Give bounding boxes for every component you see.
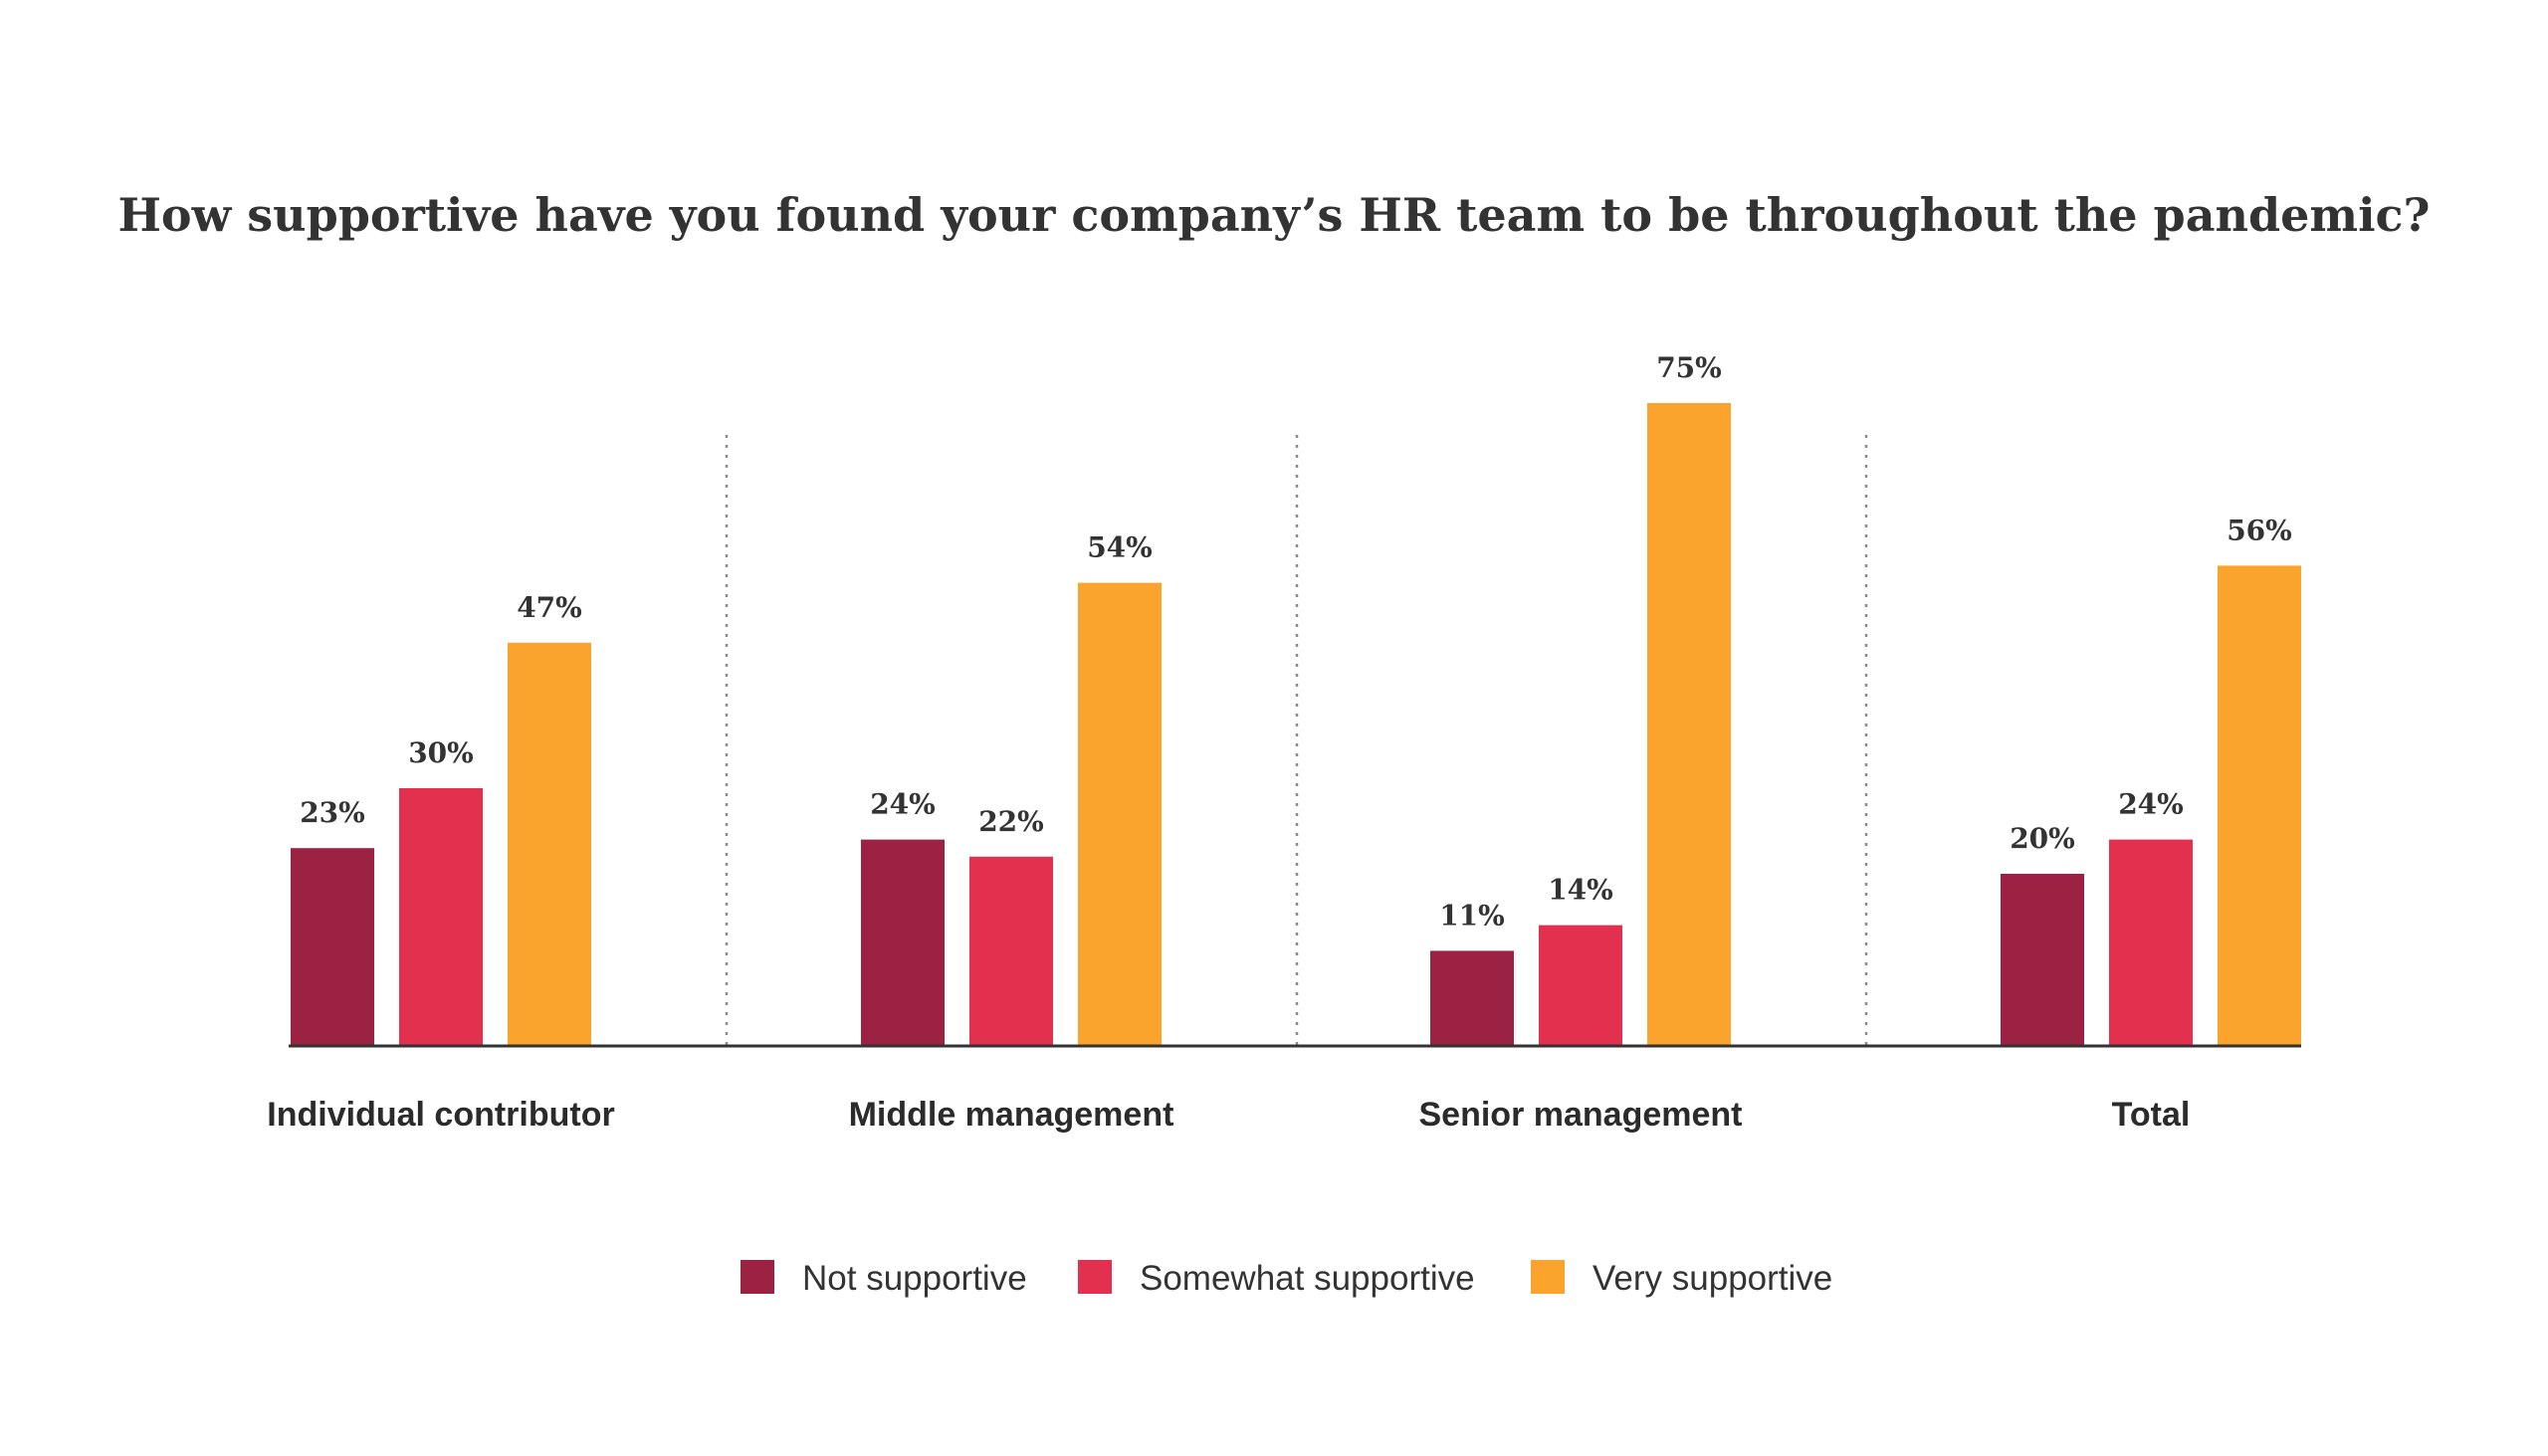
data-label: 24%: [2118, 788, 2184, 821]
data-label: 24%: [870, 788, 936, 821]
data-label: 30%: [408, 736, 474, 769]
bar: [1647, 403, 1731, 1045]
bar: [969, 856, 1053, 1045]
data-label: 54%: [1087, 531, 1153, 564]
bar: [1539, 925, 1622, 1045]
bars: [291, 403, 2301, 1045]
data-label: 47%: [517, 591, 582, 624]
legend-label: Not supportive: [802, 1259, 1027, 1298]
legend: Not supportive Somewhat supportive Very su…: [741, 1259, 1832, 1298]
legend-item: Not supportive: [741, 1259, 1027, 1298]
category-labels: Individual contributor Middle management S…: [267, 1096, 2190, 1134]
bar: [861, 839, 945, 1045]
data-label: 11%: [1439, 899, 1505, 932]
bar: [508, 642, 591, 1045]
bar: [2218, 565, 2301, 1045]
legend-swatch: [1078, 1260, 1112, 1294]
legend-swatch: [1531, 1260, 1565, 1294]
bar: [399, 788, 483, 1045]
data-label: 20%: [2010, 822, 2075, 855]
data-label: 56%: [2227, 514, 2292, 546]
x-tick-label: Individual contributor: [267, 1096, 614, 1134]
bar: [1430, 950, 1514, 1045]
x-tick-label: Total: [2112, 1096, 2191, 1134]
legend-swatch: [741, 1260, 774, 1294]
data-label: 23%: [300, 796, 365, 829]
data-label: 22%: [978, 805, 1044, 838]
x-tick-label: Senior management: [1419, 1096, 1743, 1134]
legend-label: Somewhat supportive: [1140, 1259, 1475, 1298]
data-label: 14%: [1548, 874, 1613, 907]
chart-title: How supportive have you found your compa…: [117, 188, 2430, 242]
bar: [2109, 839, 2193, 1045]
legend-item: Somewhat supportive: [1078, 1259, 1475, 1298]
group-separators: [725, 435, 1868, 1045]
value-labels: 23% 30% 47% 24% 22% 54% 11% 14% 75% 20% 24% 56%: [300, 351, 2292, 932]
legend-item: Very supportive: [1531, 1259, 1832, 1298]
bar: [291, 848, 374, 1045]
bar: [1078, 582, 1162, 1045]
x-tick-label: Middle management: [849, 1096, 1174, 1134]
bar: [2001, 874, 2084, 1045]
legend-label: Very supportive: [1592, 1259, 1832, 1298]
data-label: 75%: [1656, 351, 1722, 384]
